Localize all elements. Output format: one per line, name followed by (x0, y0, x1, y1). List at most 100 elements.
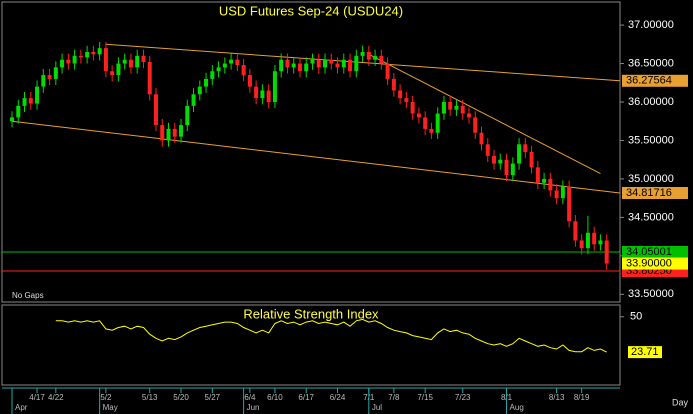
candle-body (510, 163, 515, 176)
candle-body (297, 63, 302, 72)
x-tick-label: 6/4 (244, 393, 256, 402)
candle-body (241, 65, 246, 76)
candle-body (423, 117, 428, 129)
candle-body (254, 86, 259, 99)
candle-body (460, 105, 465, 114)
trendline (11, 120, 620, 194)
candle-body (454, 105, 459, 110)
candle-body (210, 71, 215, 79)
month-label: Apr (15, 403, 28, 412)
x-tick-label: 8/13 (549, 393, 565, 402)
x-tick-label: 5/13 (142, 393, 158, 402)
x-tick-label: 7/8 (388, 393, 400, 402)
candle-body (285, 59, 290, 68)
candle-body (523, 144, 528, 152)
last-price-tag: 33.90000 (626, 257, 672, 269)
candle-body (529, 152, 534, 168)
level-tag: 34.05001 (626, 246, 672, 258)
candle-body (247, 75, 252, 87)
candle-body (153, 94, 158, 126)
candle-body (260, 90, 265, 99)
candle-body (554, 190, 559, 199)
candle-body (479, 132, 484, 145)
y-tick-label: 35.50000 (628, 134, 674, 146)
candle-body (235, 59, 240, 66)
x-tick-label: 7/15 (417, 393, 433, 402)
rsi-last-label: 23.71 (631, 346, 659, 358)
rsi-panel (1, 304, 621, 386)
x-tick-label: 4/22 (48, 393, 64, 402)
candle-body (323, 59, 327, 68)
candle-body (66, 59, 71, 64)
candle-body (598, 240, 603, 245)
candle-body (10, 117, 14, 122)
candle-body (53, 67, 58, 79)
y-tick-label: 37.00000 (628, 19, 674, 31)
candle-body (416, 113, 421, 118)
level-tag-box (622, 245, 688, 258)
candle-body (379, 55, 384, 64)
chart-title: USD Futures Sep-24 (USDU24) (219, 3, 403, 18)
candle-body (579, 240, 584, 249)
candle-body (517, 144, 522, 164)
candle-body (348, 59, 353, 72)
rsi-title: Relative Strength Index (243, 306, 379, 321)
candle-body (410, 102, 415, 114)
candle-body (22, 98, 27, 106)
candle-body (391, 78, 396, 91)
x-tick-label: 8/19 (574, 393, 590, 402)
candle-body (535, 167, 540, 183)
candle-body (141, 55, 146, 62)
candle-body (128, 59, 133, 68)
candle-body (441, 102, 446, 114)
candle-body (504, 159, 509, 176)
candle-body (404, 98, 409, 102)
x-tick-label: 5/20 (173, 393, 189, 402)
candle-body (229, 59, 234, 64)
trendline (368, 53, 601, 174)
candle-body (60, 59, 65, 68)
y-tick-label: 35.00000 (628, 173, 674, 185)
month-label: May (103, 403, 118, 412)
x-tick-label: 5/2 (100, 393, 112, 402)
candle-body (85, 52, 90, 58)
candle-body (341, 59, 346, 68)
candle-body (360, 52, 365, 56)
candle-body (542, 178, 547, 183)
candle-body (373, 55, 378, 60)
trendline-tag: 34.81716 (626, 187, 672, 199)
x-tick-label: 4/17 (29, 393, 45, 402)
rsi-tick-label: 50 (630, 311, 642, 323)
candle-body (41, 75, 46, 87)
candle-body (272, 71, 277, 102)
candle-body (316, 59, 321, 68)
candle-body (548, 178, 553, 191)
candle-body (179, 125, 184, 137)
candle-body (279, 59, 284, 72)
candle-body (16, 105, 21, 118)
candle-body (592, 232, 597, 245)
candle-body (604, 240, 609, 264)
candle-body (335, 63, 340, 68)
candle-body (103, 48, 108, 72)
trendline-tag-box (622, 74, 688, 87)
candle-body (329, 59, 334, 64)
candle-body (28, 98, 33, 104)
candle-body (466, 113, 471, 118)
candle-body (448, 102, 453, 110)
trendline-tag-box (622, 186, 688, 199)
month-label: Jul (372, 403, 382, 412)
candle-body (122, 59, 127, 64)
trendline (105, 43, 620, 82)
y-tick-label: 34.50000 (628, 211, 674, 223)
y-tick-label: 36.50000 (628, 57, 674, 69)
candle-body (222, 63, 227, 68)
candle-body (91, 52, 96, 55)
candle-body (498, 159, 503, 164)
candle-body (366, 52, 371, 60)
candle-body (266, 90, 271, 102)
month-label: Jun (247, 403, 260, 412)
price-panel (1, 1, 621, 303)
